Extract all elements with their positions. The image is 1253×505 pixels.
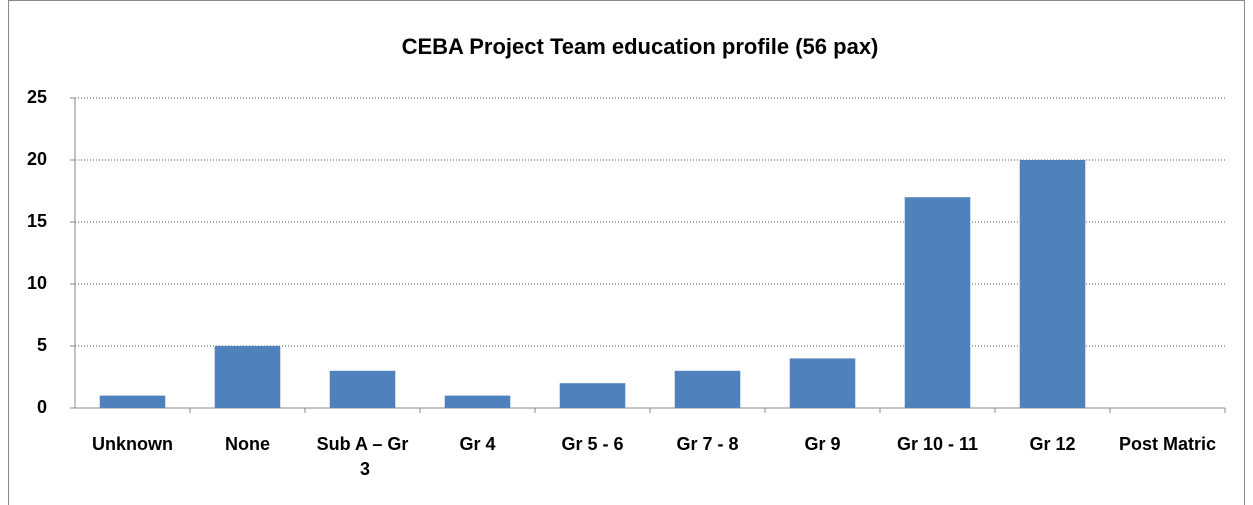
x-tick-label: Unknown: [92, 434, 173, 454]
x-tick-label: Gr 12: [1029, 434, 1075, 454]
y-tick-label: 10: [27, 273, 47, 293]
x-tick-label: Gr 5 - 6: [561, 434, 623, 454]
bar: [99, 395, 166, 408]
bar: [214, 346, 281, 408]
x-tick-label: Gr 7 - 8: [676, 434, 738, 454]
x-tick-label: None: [225, 434, 270, 454]
bar: [1019, 160, 1086, 408]
x-tick-label: Post Matric: [1119, 434, 1216, 454]
y-tick-label: 25: [27, 87, 47, 107]
chart-frame: [8, 0, 1245, 505]
y-tick-label: 5: [37, 335, 47, 355]
x-tick-label: Sub A – Gr 3: [317, 434, 409, 479]
x-tick-label: Gr 4: [459, 434, 495, 454]
y-tick-label: 15: [27, 211, 47, 231]
chart-title: CEBA Project Team education profile (56 …: [402, 34, 879, 59]
bar: [904, 197, 971, 408]
bar: [789, 358, 856, 408]
bar: [329, 370, 396, 408]
x-tick-label: Gr 9: [804, 434, 840, 454]
bar: [559, 383, 626, 408]
x-tick-label: Gr 10 - 11: [897, 434, 978, 454]
bar: [674, 370, 741, 408]
y-tick-label: 20: [27, 149, 47, 169]
bar: [444, 395, 511, 408]
y-tick-label: 0: [37, 397, 47, 417]
